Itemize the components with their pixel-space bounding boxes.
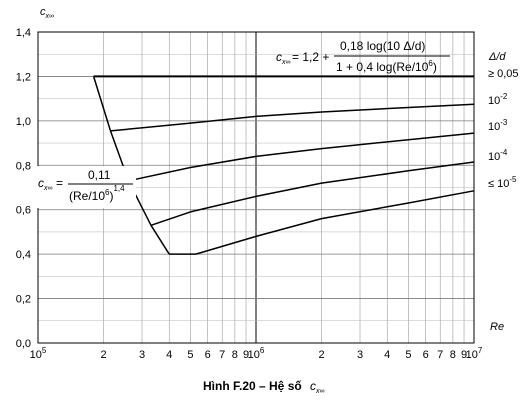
series-curve	[128, 132, 475, 182]
y-tick-label: 1,4	[16, 27, 31, 39]
formula-top-eq: = 1,2 +	[292, 50, 329, 64]
series-label: 10-4	[488, 148, 508, 163]
y-tick-label: 1,2	[16, 71, 31, 83]
formula-left-numerator: 0,11	[88, 168, 111, 182]
formula-left-eq: =	[56, 176, 63, 190]
x-tick-label: 5	[187, 349, 193, 361]
svg-text:cx∞: cx∞	[310, 379, 325, 395]
y-tick-label: 0,6	[16, 205, 31, 217]
formula-top-denominator-exp: 6	[428, 59, 433, 68]
y-tick-label: 0,0	[16, 338, 31, 350]
y-tick-label: 1,0	[16, 116, 31, 128]
figure-caption: Hình F.20 – Hệ số cx∞	[203, 379, 325, 395]
x-axis-label: Re	[490, 321, 504, 333]
grid	[37, 31, 475, 344]
x-tick-label: 8	[450, 349, 456, 361]
svg-text:cx∞: cx∞	[38, 176, 53, 192]
x-tick-label: 4	[384, 349, 390, 361]
y-axis-label-sub: x∞	[45, 13, 55, 20]
formula-top-denominator-end: )	[433, 60, 437, 74]
caption-symbol-sub: x∞	[315, 388, 325, 395]
y-tick-label: 0,8	[16, 160, 31, 172]
caption-text: Hình F.20 – Hệ số	[203, 379, 302, 393]
caption-symbol: c	[310, 379, 316, 393]
x-tick-label: 6	[205, 349, 211, 361]
legend: ≥ 0,05 10-2 10-3 10-4 ≤ 10-5	[488, 68, 519, 190]
formula-left-denominator: (Re/10	[69, 189, 105, 203]
formula-left-lhs-sub: x∞	[43, 185, 53, 192]
formula-top-numerator: 0,18 log(10 Δ/d)	[340, 39, 425, 53]
x-tick-label: 2	[319, 349, 325, 361]
x-tick-label: 7	[219, 349, 225, 361]
series-curve	[150, 161, 475, 227]
formula-left-power: 1,4	[113, 184, 125, 193]
series-curve	[110, 103, 475, 132]
x-tick-label: 9	[461, 349, 467, 361]
formula-left-denominator-exp: 6	[105, 188, 110, 197]
formula-left: cx∞ = 0,11 (Re/106)1,4	[36, 166, 136, 208]
x-tick-label: 9	[243, 349, 249, 361]
x-tick-label: 5	[405, 349, 411, 361]
formula-left-denominator-end: )	[109, 189, 113, 203]
x-tick-label: 4	[166, 349, 172, 361]
formula-top-lhs-sub: x∞	[281, 59, 291, 66]
svg-text:cx∞: cx∞	[276, 50, 291, 66]
y-axis-label-symbol: c	[40, 6, 46, 18]
y-axis-label: cx∞	[40, 6, 54, 20]
svg-text:(Re/106)1,4: (Re/106)1,4	[69, 184, 125, 203]
x-tick-label: 106	[248, 346, 265, 361]
formula-top: cx∞ = 1,2 + 0,18 log(10 Δ/d) 1 + 0,4 log…	[276, 39, 450, 74]
y-tick-label: 0,2	[16, 294, 31, 306]
series-label: 10-3	[488, 118, 508, 133]
series-label: 10-2	[488, 92, 508, 107]
x-tick-label: 105	[30, 346, 47, 361]
formula-top-denominator: 1 + 0,4 log(Re/10	[336, 60, 429, 74]
formula-left-background	[36, 166, 136, 208]
x-tick-label: 107	[466, 346, 483, 361]
y-tick-label: 0,4	[16, 249, 31, 261]
svg-text:1 + 0,4 log(Re/106): 1 + 0,4 log(Re/106)	[336, 59, 437, 74]
formula-top-lhs: c	[276, 50, 282, 64]
legend-title: Δ/d	[488, 51, 506, 63]
x-tick-label: 3	[139, 349, 145, 361]
series-label: ≤ 10-5	[488, 175, 517, 190]
series-label: ≥ 0,05	[488, 68, 519, 80]
x-tick-label: 3	[357, 349, 363, 361]
series-curve	[169, 190, 475, 255]
x-tick-label: 7	[437, 349, 443, 361]
x-tick-label: 8	[232, 349, 238, 361]
x-tick-label: 2	[101, 349, 107, 361]
x-tick-label: 6	[423, 349, 429, 361]
formula-left-lhs: c	[38, 176, 44, 190]
